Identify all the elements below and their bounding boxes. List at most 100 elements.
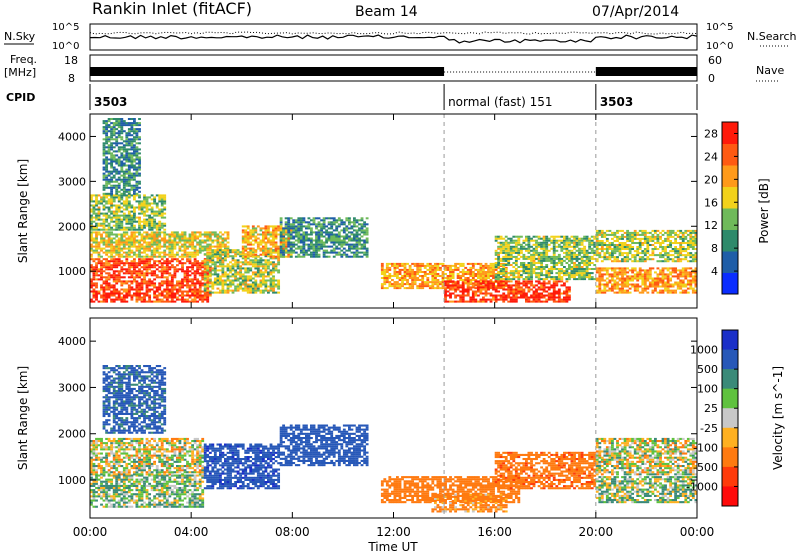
- heatmap-cell: [90, 220, 93, 223]
- heatmap-cell: [342, 241, 346, 244]
- heatmap-cell: [335, 235, 339, 238]
- heatmap-cell: [133, 237, 136, 240]
- heatmap-cell: [469, 275, 473, 278]
- heatmap-cell: [148, 241, 152, 244]
- heatmap-cell: [105, 212, 109, 215]
- heatmap-cell: [618, 277, 622, 280]
- heatmap-cell: [502, 268, 506, 271]
- heatmap-cell: [461, 290, 465, 293]
- heatmap-cell: [598, 240, 602, 243]
- heatmap-cell: [158, 253, 162, 256]
- heatmap-cell: [441, 287, 445, 290]
- heatmap-cell: [105, 284, 109, 287]
- heatmap-cell: [393, 268, 397, 271]
- heatmap-cell: [611, 273, 614, 276]
- heatmap-cell: [676, 235, 680, 238]
- heatmap-cell: [170, 245, 174, 248]
- heatmap-cell: [95, 272, 98, 275]
- heatmap-cell: [262, 267, 265, 270]
- heatmap-cell: [365, 249, 369, 252]
- heatmap-cell: [691, 254, 695, 257]
- heatmap-cell: [618, 260, 622, 263]
- heatmap-cell: [110, 276, 114, 279]
- heatmap-cell: [499, 243, 503, 246]
- heatmap-cell: [115, 220, 119, 223]
- heatmap-cell: [418, 262, 422, 265]
- heatmap-cell: [522, 253, 526, 256]
- heatmap-cell: [671, 231, 675, 234]
- heatmap-cell: [105, 218, 109, 221]
- heatmap-cell: [133, 208, 136, 211]
- heatmap-cell: [507, 251, 511, 254]
- heatmap-cell: [621, 289, 624, 292]
- heatmap-cell: [170, 284, 174, 287]
- heatmap-cell: [471, 266, 475, 269]
- heatmap-cell: [173, 233, 177, 236]
- heatmap-cell: [600, 233, 604, 236]
- heatmap-cell: [127, 245, 131, 248]
- heatmap-cell: [203, 296, 207, 299]
- heatmap-cell: [203, 275, 207, 278]
- heatmap-cell: [363, 233, 367, 236]
- heatmap-cell: [95, 198, 98, 201]
- heatmap-cell: [272, 245, 275, 248]
- heatmap-cell: [183, 272, 187, 275]
- heatmap-cell: [600, 256, 604, 259]
- heatmap-cell: [203, 273, 207, 276]
- heatmap-cell: [575, 241, 579, 244]
- heatmap-cell: [140, 286, 144, 289]
- heatmap-cell: [208, 260, 212, 263]
- heatmap-cell: [383, 277, 387, 280]
- heatmap-cell: [565, 280, 569, 283]
- heatmap-cell: [340, 229, 344, 232]
- heatmap-cell: [694, 233, 698, 236]
- heatmap-cell: [208, 275, 212, 278]
- heatmap-cell: [337, 233, 341, 236]
- heatmap-cell: [133, 216, 136, 219]
- heatmap-cell: [583, 259, 587, 262]
- heatmap-cell: [193, 276, 197, 279]
- heatmap-cell: [150, 251, 154, 254]
- heatmap-cell: [499, 241, 503, 244]
- heatmap-cell: [254, 227, 258, 230]
- heatmap-cell: [193, 278, 197, 281]
- heatmap-cell: [504, 271, 508, 274]
- heatmap-cell: [408, 266, 412, 269]
- heatmap-cell: [307, 249, 311, 252]
- heatmap-cell: [595, 242, 599, 245]
- heatmap-cell: [459, 275, 463, 278]
- heatmap-cell: [249, 269, 253, 272]
- heatmap-cell: [593, 235, 597, 238]
- heatmap-cell: [517, 235, 521, 238]
- heatmap-cell: [176, 292, 179, 295]
- heatmap-cell: [292, 251, 296, 254]
- heatmap-cell: [631, 246, 635, 249]
- heatmap-cell: [289, 245, 293, 248]
- heatmap-cell: [393, 275, 397, 278]
- heatmap-cell: [355, 255, 359, 258]
- heatmap-cell: [110, 228, 114, 231]
- heatmap-cell: [183, 251, 187, 254]
- heatmap-cell: [322, 249, 326, 252]
- heatmap-cell: [191, 247, 195, 250]
- freq-bars: [90, 67, 697, 76]
- heatmap-cell: [163, 288, 167, 291]
- heatmap-cell: [92, 200, 96, 203]
- heatmap-cell: [598, 285, 602, 288]
- heatmap-cell: [153, 272, 157, 275]
- heatmap-cell: [213, 255, 217, 258]
- heatmap-cell: [138, 247, 141, 250]
- heatmap-cell: [605, 244, 609, 247]
- heatmap-cell: [236, 251, 240, 254]
- heatmap-cell: [277, 283, 281, 286]
- heatmap-cell: [183, 278, 187, 281]
- heatmap-cell: [588, 241, 592, 244]
- heatmap-cell: [92, 258, 96, 261]
- heatmap-cell: [196, 241, 200, 244]
- heatmap-cell: [244, 231, 248, 234]
- heatmap-cell: [117, 249, 121, 252]
- heatmap-cell: [90, 247, 93, 250]
- heatmap-cell: [337, 241, 341, 244]
- heatmap-cell: [659, 244, 662, 247]
- heatmap-cell: [127, 288, 131, 291]
